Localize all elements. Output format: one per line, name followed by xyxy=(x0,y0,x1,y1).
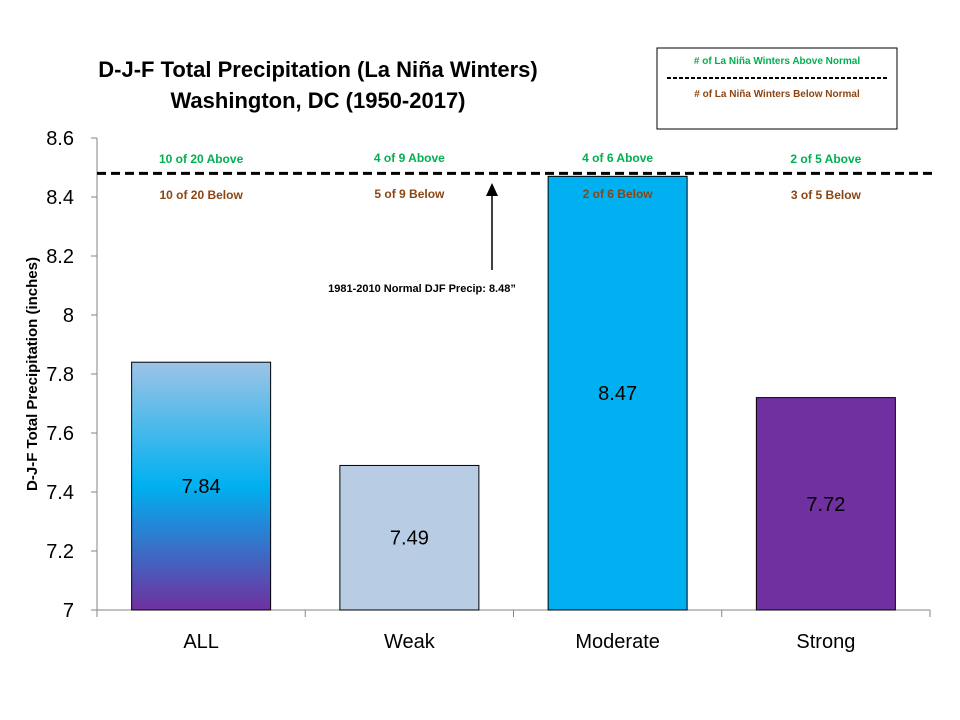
count-below-label: 10 of 20 Below xyxy=(159,188,243,202)
y-tick-label: 8.2 xyxy=(46,246,74,268)
count-above-label: 2 of 5 Above xyxy=(790,152,861,166)
x-category-label: Strong xyxy=(796,631,855,653)
y-tick-label: 7.8 xyxy=(46,364,74,386)
chart-title-line-1: D-J-F Total Precipitation (La Niña Winte… xyxy=(98,57,537,82)
arrow-head-icon xyxy=(486,183,498,196)
bar-weak xyxy=(339,464,480,611)
normal-annotation-text: 1981-2010 Normal DJF Precip: 8.48” xyxy=(328,283,516,295)
legend-above-label: # of La Niña Winters Above Normal xyxy=(694,56,860,67)
count-above-label: 10 of 20 Above xyxy=(159,152,244,166)
count-below-label: 3 of 5 Below xyxy=(791,188,862,202)
bar-value-label: 7.84 xyxy=(182,476,221,498)
count-above-label: 4 of 9 Above xyxy=(374,151,445,165)
legend-below-label: # of La Niña Winters Below Normal xyxy=(694,89,860,100)
y-tick-label: 8.6 xyxy=(46,128,74,150)
y-tick-label: 7.6 xyxy=(46,423,74,445)
chart-title-line-2: Washington, DC (1950-2017) xyxy=(170,88,465,113)
count-above-label: 4 of 6 Above xyxy=(582,151,653,165)
y-tick-label: 7.4 xyxy=(46,482,74,504)
bar-value-label: 7.49 xyxy=(390,528,429,550)
count-below-label: 2 of 6 Below xyxy=(583,187,654,201)
y-tick-label: 8.4 xyxy=(46,187,74,209)
x-ticks: ALL Weak Moderate Strong xyxy=(96,610,931,653)
x-category-label: Moderate xyxy=(575,631,660,653)
y-tick-label: 8 xyxy=(63,305,74,327)
count-labels: 10 of 20 Above 10 of 20 Below 4 of 9 Above… xyxy=(159,151,862,202)
legend-box xyxy=(656,47,898,130)
y-axis-label: D-J-F Total Precipitation (inches) xyxy=(24,257,41,491)
y-ticks: 7 7.2 7.4 7.6 7.8 8 8.2 8.4 8.6 xyxy=(46,128,97,622)
y-tick-label: 7.2 xyxy=(46,541,74,563)
count-below-label: 5 of 9 Below xyxy=(374,187,445,201)
bar-value-label: 7.72 xyxy=(806,494,845,516)
legend: # of La Niña Winters Above Normal # of L… xyxy=(656,47,898,130)
bar-all xyxy=(131,361,272,611)
bars: 7.84 7.49 8.47 7.72 xyxy=(131,175,896,611)
bar-moderate xyxy=(547,175,688,611)
x-category-label: ALL xyxy=(183,631,219,653)
bar-strong xyxy=(755,397,896,611)
x-category-label: Weak xyxy=(384,631,436,653)
bar-value-label: 8.47 xyxy=(598,383,637,405)
y-tick-label: 7 xyxy=(63,600,74,622)
